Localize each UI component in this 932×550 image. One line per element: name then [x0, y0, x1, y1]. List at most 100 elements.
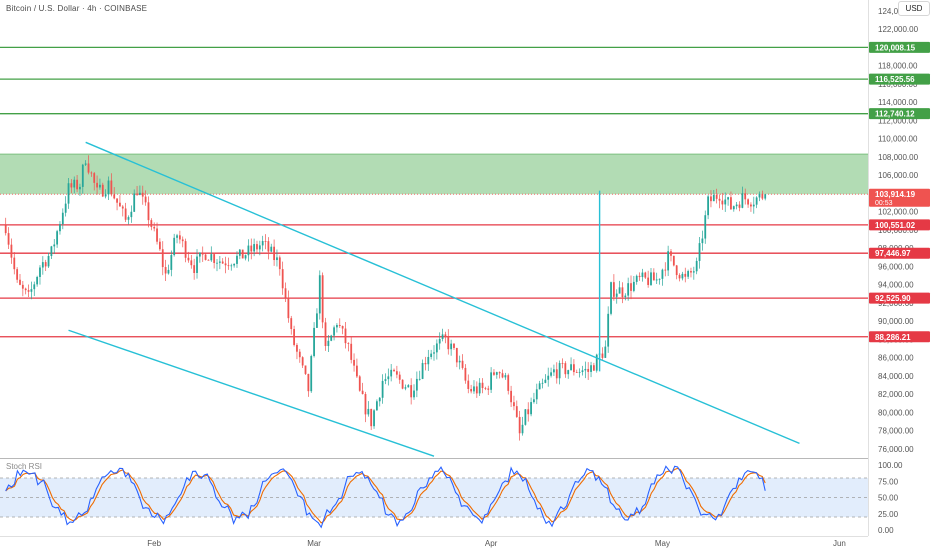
stoch-tick-label: 25.00: [878, 510, 899, 519]
price-tick-label: 122,000.00: [878, 25, 919, 34]
price-badge[interactable]: [869, 73, 930, 85]
stoch-tick-label: 50.00: [878, 494, 899, 503]
candle-body: [327, 340, 330, 347]
price-tick-label: 84,000.00: [878, 372, 914, 381]
candle-body: [158, 241, 161, 250]
candle-body: [30, 289, 33, 292]
candle-body: [627, 283, 630, 296]
price-tick-label: 86,000.00: [878, 354, 914, 363]
candle-body: [324, 322, 327, 347]
candle-body: [173, 237, 176, 256]
candle-body: [687, 271, 690, 277]
candle-body: [564, 363, 567, 375]
candle-body: [156, 228, 158, 242]
candle-body: [584, 368, 587, 371]
main-pane-background[interactable]: [0, 0, 868, 458]
candle-body: [53, 244, 56, 247]
stoch-k-line[interactable]: [5, 465, 766, 529]
candle-body: [284, 288, 287, 298]
price-badge[interactable]: [869, 292, 930, 304]
candle-body: [415, 378, 418, 391]
time-tick-label: Jun: [833, 539, 846, 548]
candle-body: [50, 246, 53, 257]
price-badge[interactable]: [869, 108, 930, 120]
price-badge[interactable]: [869, 247, 930, 259]
candle-body: [321, 275, 324, 323]
candle-body: [76, 179, 78, 190]
candle-body: [261, 241, 264, 246]
candle-body: [461, 360, 464, 368]
candle-body: [144, 196, 147, 203]
candle-body: [761, 193, 764, 199]
candle-body: [695, 260, 698, 272]
candle-body: [735, 204, 738, 207]
candle-body: [367, 408, 370, 415]
candle-body: [378, 397, 381, 402]
time-tick-label: May: [655, 539, 670, 548]
candle-body: [518, 416, 521, 434]
currency-button[interactable]: USD: [898, 1, 930, 16]
price-tick-label: 106,000.00: [878, 171, 919, 180]
candle-body: [61, 212, 64, 225]
candle-body: [278, 257, 281, 270]
candle-body: [650, 272, 652, 285]
stoch-tick-label: 100.00: [878, 461, 903, 470]
candle-body: [470, 388, 473, 392]
candle-body: [99, 184, 101, 188]
candle-body: [547, 375, 550, 380]
candle-body: [90, 172, 93, 174]
candle-body: [241, 249, 244, 259]
supply-zone[interactable]: [0, 154, 868, 195]
candle-body: [644, 272, 647, 278]
candle-body: [561, 363, 564, 364]
price-badge[interactable]: [869, 331, 930, 343]
candle-body: [136, 193, 138, 195]
candle-body: [236, 255, 238, 264]
main-pane[interactable]: [0, 0, 868, 458]
candle-body: [204, 254, 207, 260]
candle-body: [190, 260, 193, 266]
candle-body: [59, 224, 61, 232]
price-badge-label: 103,914.19: [875, 190, 916, 199]
candle-body: [350, 343, 353, 360]
price-badge[interactable]: [869, 188, 930, 207]
candle-body: [198, 252, 201, 257]
candle-body: [647, 277, 650, 285]
candle-body: [718, 198, 721, 201]
candle-body: [361, 390, 364, 395]
candle-body: [484, 388, 487, 389]
candle-body: [438, 338, 441, 344]
trendline-channel-lower[interactable]: [68, 329, 435, 457]
candle-body: [164, 267, 167, 274]
candle-body: [450, 343, 453, 350]
price-badge[interactable]: [869, 41, 930, 53]
candle-body: [632, 281, 635, 291]
candle-body: [16, 269, 19, 280]
candle-body: [110, 180, 113, 195]
candle-body: [73, 179, 76, 188]
price-tick-label: 100,000.00: [878, 226, 919, 235]
candle-body: [698, 243, 701, 261]
candle-body: [79, 186, 81, 190]
candle-body: [487, 388, 490, 390]
candle-body: [441, 334, 444, 339]
candle-body: [153, 226, 156, 229]
candle-body: [373, 410, 375, 427]
price-badge-label: 120,008.15: [875, 43, 916, 52]
price-tick-label: 76,000.00: [878, 445, 914, 454]
candle-body: [655, 279, 658, 281]
time-tick-label: Mar: [307, 539, 321, 548]
candle-body: [550, 372, 552, 376]
candle-body: [304, 365, 307, 374]
candle-body: [370, 408, 373, 427]
trendline-channel-upper[interactable]: [85, 141, 800, 445]
candle-body: [347, 343, 350, 344]
candle-body: [184, 241, 187, 258]
candle-body: [264, 241, 267, 242]
candle-body: [527, 409, 530, 415]
candle-body: [398, 374, 401, 380]
candle-body: [575, 372, 578, 373]
price-badge[interactable]: [869, 219, 930, 231]
candle-body: [253, 244, 256, 252]
